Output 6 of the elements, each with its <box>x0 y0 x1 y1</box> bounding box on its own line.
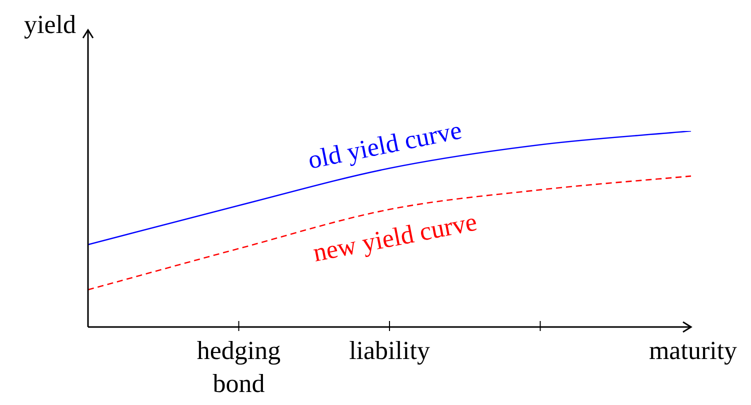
x-tick-label: hedging bond <box>196 336 281 398</box>
text: new yield curve <box>310 207 480 268</box>
x-axis-title: maturity <box>648 336 738 365</box>
text: old yield curve <box>306 115 464 175</box>
y-axis-title: yield <box>24 10 76 39</box>
x-tick-label: liability <box>349 336 430 365</box>
